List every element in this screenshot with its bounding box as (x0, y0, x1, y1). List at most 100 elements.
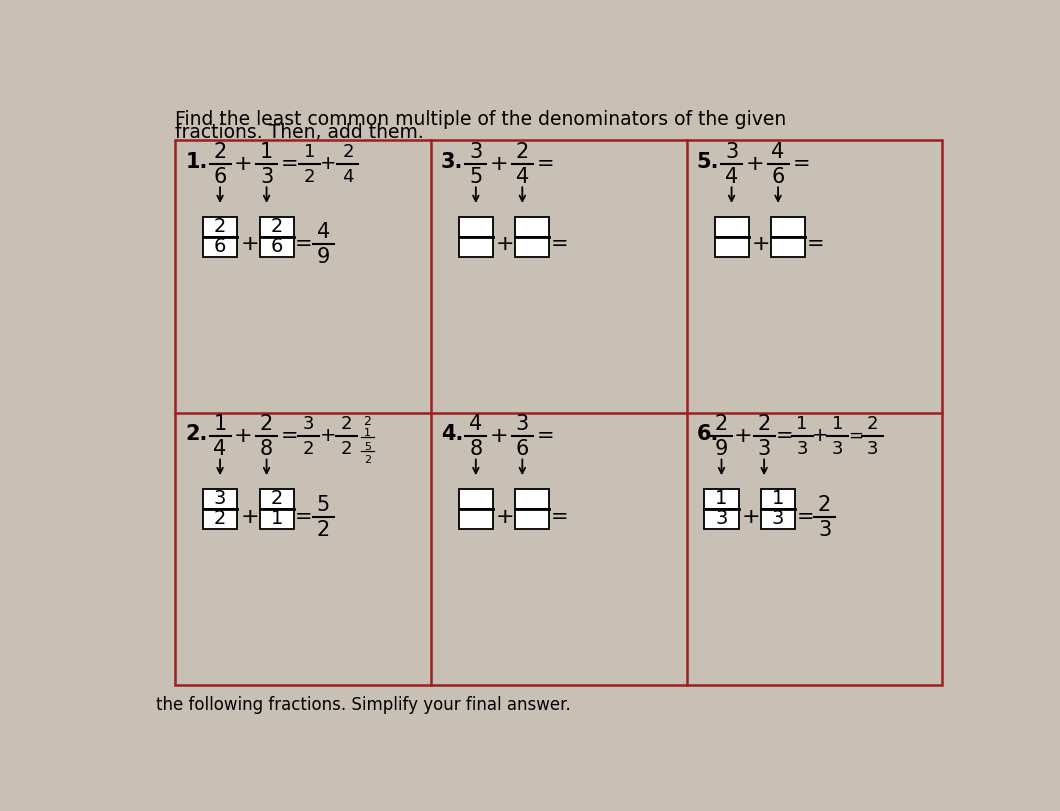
Text: 8: 8 (470, 439, 482, 459)
Text: 1: 1 (772, 489, 784, 508)
Text: 1: 1 (303, 143, 315, 161)
Text: 9: 9 (317, 247, 330, 268)
Text: 6: 6 (213, 166, 227, 187)
Text: =: = (551, 507, 568, 526)
Text: +: + (234, 426, 252, 446)
Text: 2: 2 (342, 143, 354, 161)
Bar (515, 489, 549, 508)
Text: +: + (752, 234, 771, 255)
Bar (260, 217, 294, 237)
Text: +: + (742, 507, 760, 526)
Text: +: + (241, 234, 259, 255)
Text: 2: 2 (516, 142, 529, 161)
Text: =: = (295, 234, 313, 255)
Text: 2.: 2. (186, 424, 208, 444)
Text: 4.: 4. (441, 424, 463, 444)
Text: 4: 4 (317, 222, 330, 242)
Text: =: = (796, 507, 814, 526)
Text: 5: 5 (364, 441, 371, 452)
Bar (204, 489, 237, 508)
Text: 2: 2 (758, 414, 771, 434)
Bar (714, 217, 748, 237)
Text: 4: 4 (725, 166, 738, 187)
Text: 3: 3 (214, 489, 226, 508)
Text: 2: 2 (303, 168, 315, 186)
Bar (515, 508, 549, 529)
Text: =: = (295, 507, 313, 526)
Text: 9: 9 (714, 439, 728, 459)
Bar (260, 489, 294, 508)
Text: 3: 3 (470, 142, 482, 161)
Text: 5: 5 (470, 166, 482, 187)
Text: =: = (281, 426, 299, 446)
Text: 4: 4 (516, 166, 529, 187)
Text: =: = (536, 426, 554, 446)
Text: =: = (536, 153, 554, 174)
Text: 1: 1 (796, 414, 808, 433)
Text: 3: 3 (772, 509, 784, 529)
Text: 2: 2 (213, 142, 227, 161)
Bar (459, 217, 493, 237)
Bar (771, 237, 806, 257)
Text: 6: 6 (515, 439, 529, 459)
Text: +: + (812, 427, 828, 445)
Text: =: = (848, 427, 863, 444)
Text: 3: 3 (725, 142, 738, 161)
Text: 6: 6 (214, 237, 226, 256)
Text: +: + (320, 154, 337, 173)
Text: 2: 2 (340, 414, 352, 433)
Bar (459, 489, 493, 508)
Text: =: = (281, 153, 299, 174)
Bar (705, 489, 739, 508)
Text: +: + (496, 507, 514, 526)
Text: =: = (793, 153, 810, 174)
Bar (515, 237, 549, 257)
Bar (761, 508, 795, 529)
Text: 3: 3 (303, 414, 314, 433)
Text: 2: 2 (340, 440, 352, 458)
Text: 5: 5 (317, 495, 330, 515)
Text: 1: 1 (213, 414, 227, 434)
Text: 1: 1 (832, 414, 844, 433)
Text: 1: 1 (270, 509, 283, 529)
Text: +: + (490, 153, 509, 174)
Text: 2: 2 (214, 509, 226, 529)
Text: 1: 1 (364, 427, 371, 438)
Text: 3.: 3. (441, 152, 463, 172)
Bar (761, 489, 795, 508)
Bar (260, 508, 294, 529)
Text: 2: 2 (214, 217, 226, 236)
Bar (459, 237, 493, 257)
Bar (515, 217, 549, 237)
Text: 2: 2 (260, 414, 273, 434)
Text: +: + (745, 153, 764, 174)
Bar (459, 508, 493, 529)
Text: 2: 2 (867, 414, 879, 433)
Text: 2: 2 (714, 414, 728, 434)
Text: 3: 3 (716, 509, 727, 529)
Text: 4: 4 (213, 439, 227, 459)
Text: 3: 3 (260, 166, 273, 187)
Text: 2: 2 (317, 520, 330, 539)
Text: =: = (776, 426, 794, 446)
Text: 3: 3 (867, 440, 879, 458)
Text: 3: 3 (818, 520, 831, 539)
Text: =: = (551, 234, 568, 255)
Text: fractions. Then, add them.: fractions. Then, add them. (175, 123, 424, 142)
Text: 4: 4 (470, 414, 482, 434)
Text: 2: 2 (364, 415, 371, 428)
Text: 5.: 5. (696, 152, 719, 172)
Bar (260, 237, 294, 257)
Text: 2: 2 (270, 217, 283, 236)
Text: 6.: 6. (696, 424, 719, 444)
Text: 6: 6 (772, 166, 784, 187)
Text: 3: 3 (832, 440, 844, 458)
Text: 3: 3 (516, 414, 529, 434)
Text: +: + (734, 426, 753, 446)
Bar (714, 237, 748, 257)
Text: 1: 1 (716, 489, 727, 508)
Text: 8: 8 (260, 439, 273, 459)
Text: 6: 6 (270, 237, 283, 256)
Text: 4: 4 (342, 168, 354, 186)
Text: 4: 4 (772, 142, 784, 161)
